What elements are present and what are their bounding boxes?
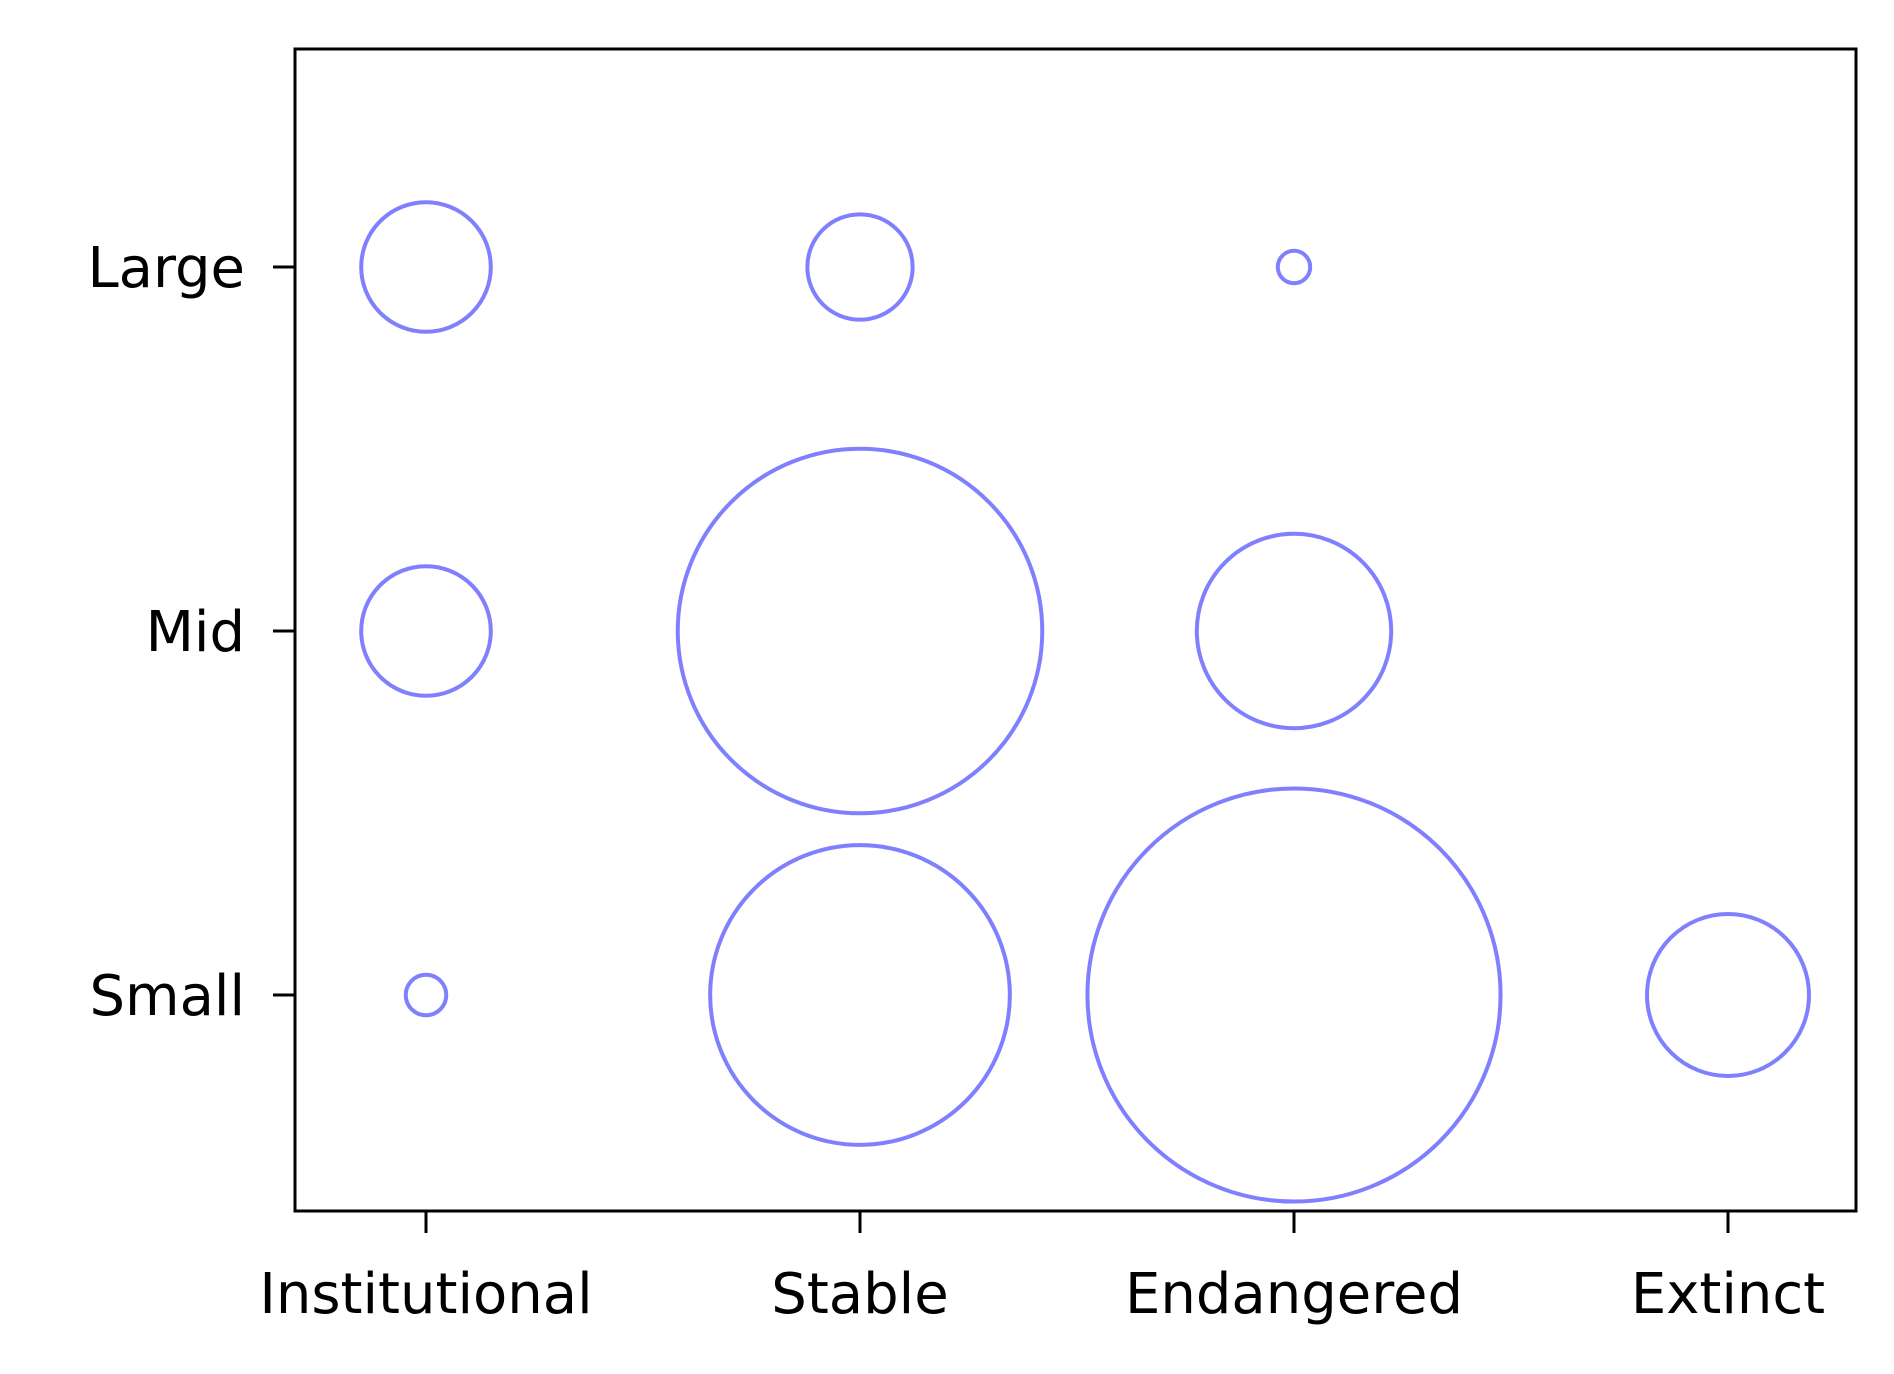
bubble-endangered-small	[1085, 786, 1503, 1204]
bubble-endangered-large	[1275, 248, 1313, 286]
bubble-extinct-small	[1645, 912, 1811, 1078]
bubbles-layer	[359, 200, 1811, 1204]
bubble-stable-mid	[675, 446, 1045, 816]
x-tick-label-institutional: Institutional	[259, 1262, 592, 1327]
y-tick-label-small: Small	[89, 964, 245, 1029]
bubble-endangered-mid	[1194, 531, 1394, 731]
x-tick-label-extinct: Extinct	[1631, 1262, 1825, 1327]
x-tick-label-stable: Stable	[771, 1262, 948, 1327]
bubble-institutional-small	[403, 972, 449, 1018]
y-axis: Small Mid Large	[87, 236, 295, 1029]
x-tick-label-endangered: Endangered	[1125, 1262, 1463, 1327]
y-tick-label-large: Large	[87, 236, 245, 301]
x-axis: Institutional Stable Endangered Extinct	[259, 1211, 1825, 1327]
plot-area-frame	[293, 47, 1858, 1213]
bubble-stable-large	[805, 212, 915, 322]
y-tick-label-mid: Mid	[146, 600, 245, 665]
bubble-institutional-large	[359, 200, 493, 334]
bubble-stable-small	[708, 843, 1012, 1147]
bubble-institutional-mid	[359, 564, 493, 698]
